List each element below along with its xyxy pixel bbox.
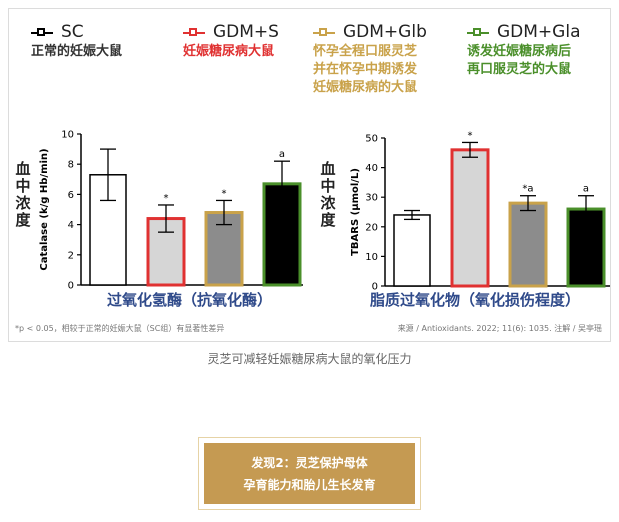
tbars-chart: 0 10 20 30 40 50 TBARS (μmol/L) * *a a [350, 130, 610, 293]
y-tick-label: 0 [372, 282, 378, 293]
legend-key-sc [31, 25, 53, 41]
bar-gdm-s [450, 148, 490, 288]
y-tick-label: 8 [68, 160, 74, 171]
y-tick-label: 40 [365, 163, 378, 174]
legend-desc: 妊娠糖尿病大鼠 [183, 44, 275, 59]
y-axis-label: TBARS (μmol/L) [350, 168, 361, 256]
banner-line-1: 发现2：灵芝保护母体 [251, 455, 368, 470]
legend-desc: 怀孕全程口服灵芝 并在怀孕中期诱发 妊娠糖尿病的大鼠 [313, 44, 418, 95]
catalase-chart: 0 2 4 6 8 10 Catalase (k/g Hb/min) * * a [39, 130, 303, 292]
legend-name: GDM+Gla [497, 22, 581, 42]
y-tick-label: 10 [365, 252, 378, 263]
significance-label: a [279, 149, 285, 160]
footnote-source: 来源 / Antioxidants. 2022; 11(6): 1035. 注解… [397, 324, 602, 333]
significance-label: * [468, 130, 473, 141]
y-tick-label: 50 [365, 134, 378, 145]
banner-line-2: 孕育能力和胎儿生长发育 [243, 477, 376, 492]
finding-banner-inner: 发现2：灵芝保护母体 孕育能力和胎儿生长发育 [204, 443, 415, 504]
legend-desc: 正常的妊娠大鼠 [31, 44, 123, 59]
significance-label: * [164, 193, 169, 204]
image-caption: 灵芝可减轻妊娠糖尿病大鼠的氧化压力 [207, 352, 412, 366]
bar-gdm-glb [508, 201, 548, 288]
y-axis-label: Catalase (k/g Hb/min) [39, 148, 50, 270]
legend-key-gdm-s [183, 25, 205, 41]
significance-label: * [222, 188, 227, 199]
y-tick-label: 6 [68, 190, 74, 201]
y-tick-label: 2 [68, 250, 74, 261]
catalase-caption: 过氧化氢酶（抗氧化酶） [107, 291, 273, 309]
vertical-label-left: 血中浓度 [15, 160, 31, 229]
significance-label: *a [522, 184, 533, 195]
footnote-significance: *p < 0.05，相较于正常的妊娠大鼠（SC组）有显著性差异 [15, 324, 225, 333]
y-tick-label: 4 [68, 220, 74, 231]
figure-panel: SC 正常的妊娠大鼠 GDM+S 妊娠糖尿病大鼠 GDM+Glb 怀孕全程口服灵… [8, 8, 611, 342]
legend-key-gdm-gla [467, 25, 489, 41]
finding-banner: 发现2：灵芝保护母体 孕育能力和胎儿生长发育 [198, 437, 421, 510]
legend-name: GDM+S [213, 22, 279, 42]
y-tick-label: 30 [365, 193, 378, 204]
legend-name: GDM+Glb [343, 22, 427, 42]
bar-sc [393, 214, 431, 287]
significance-label: a [583, 184, 589, 195]
legend-name: SC [61, 22, 84, 42]
y-tick-label: 0 [68, 281, 74, 292]
y-tick-label: 20 [365, 222, 378, 233]
legend-desc: 诱发妊娠糖尿病后 再口服灵芝的大鼠 [467, 44, 572, 77]
legend-key-gdm-glb [313, 25, 335, 41]
vertical-label-right: 血中浓度 [320, 160, 336, 229]
tbars-caption: 脂质过氧化物（氧化损伤程度） [370, 291, 581, 309]
y-tick-label: 10 [61, 130, 74, 141]
